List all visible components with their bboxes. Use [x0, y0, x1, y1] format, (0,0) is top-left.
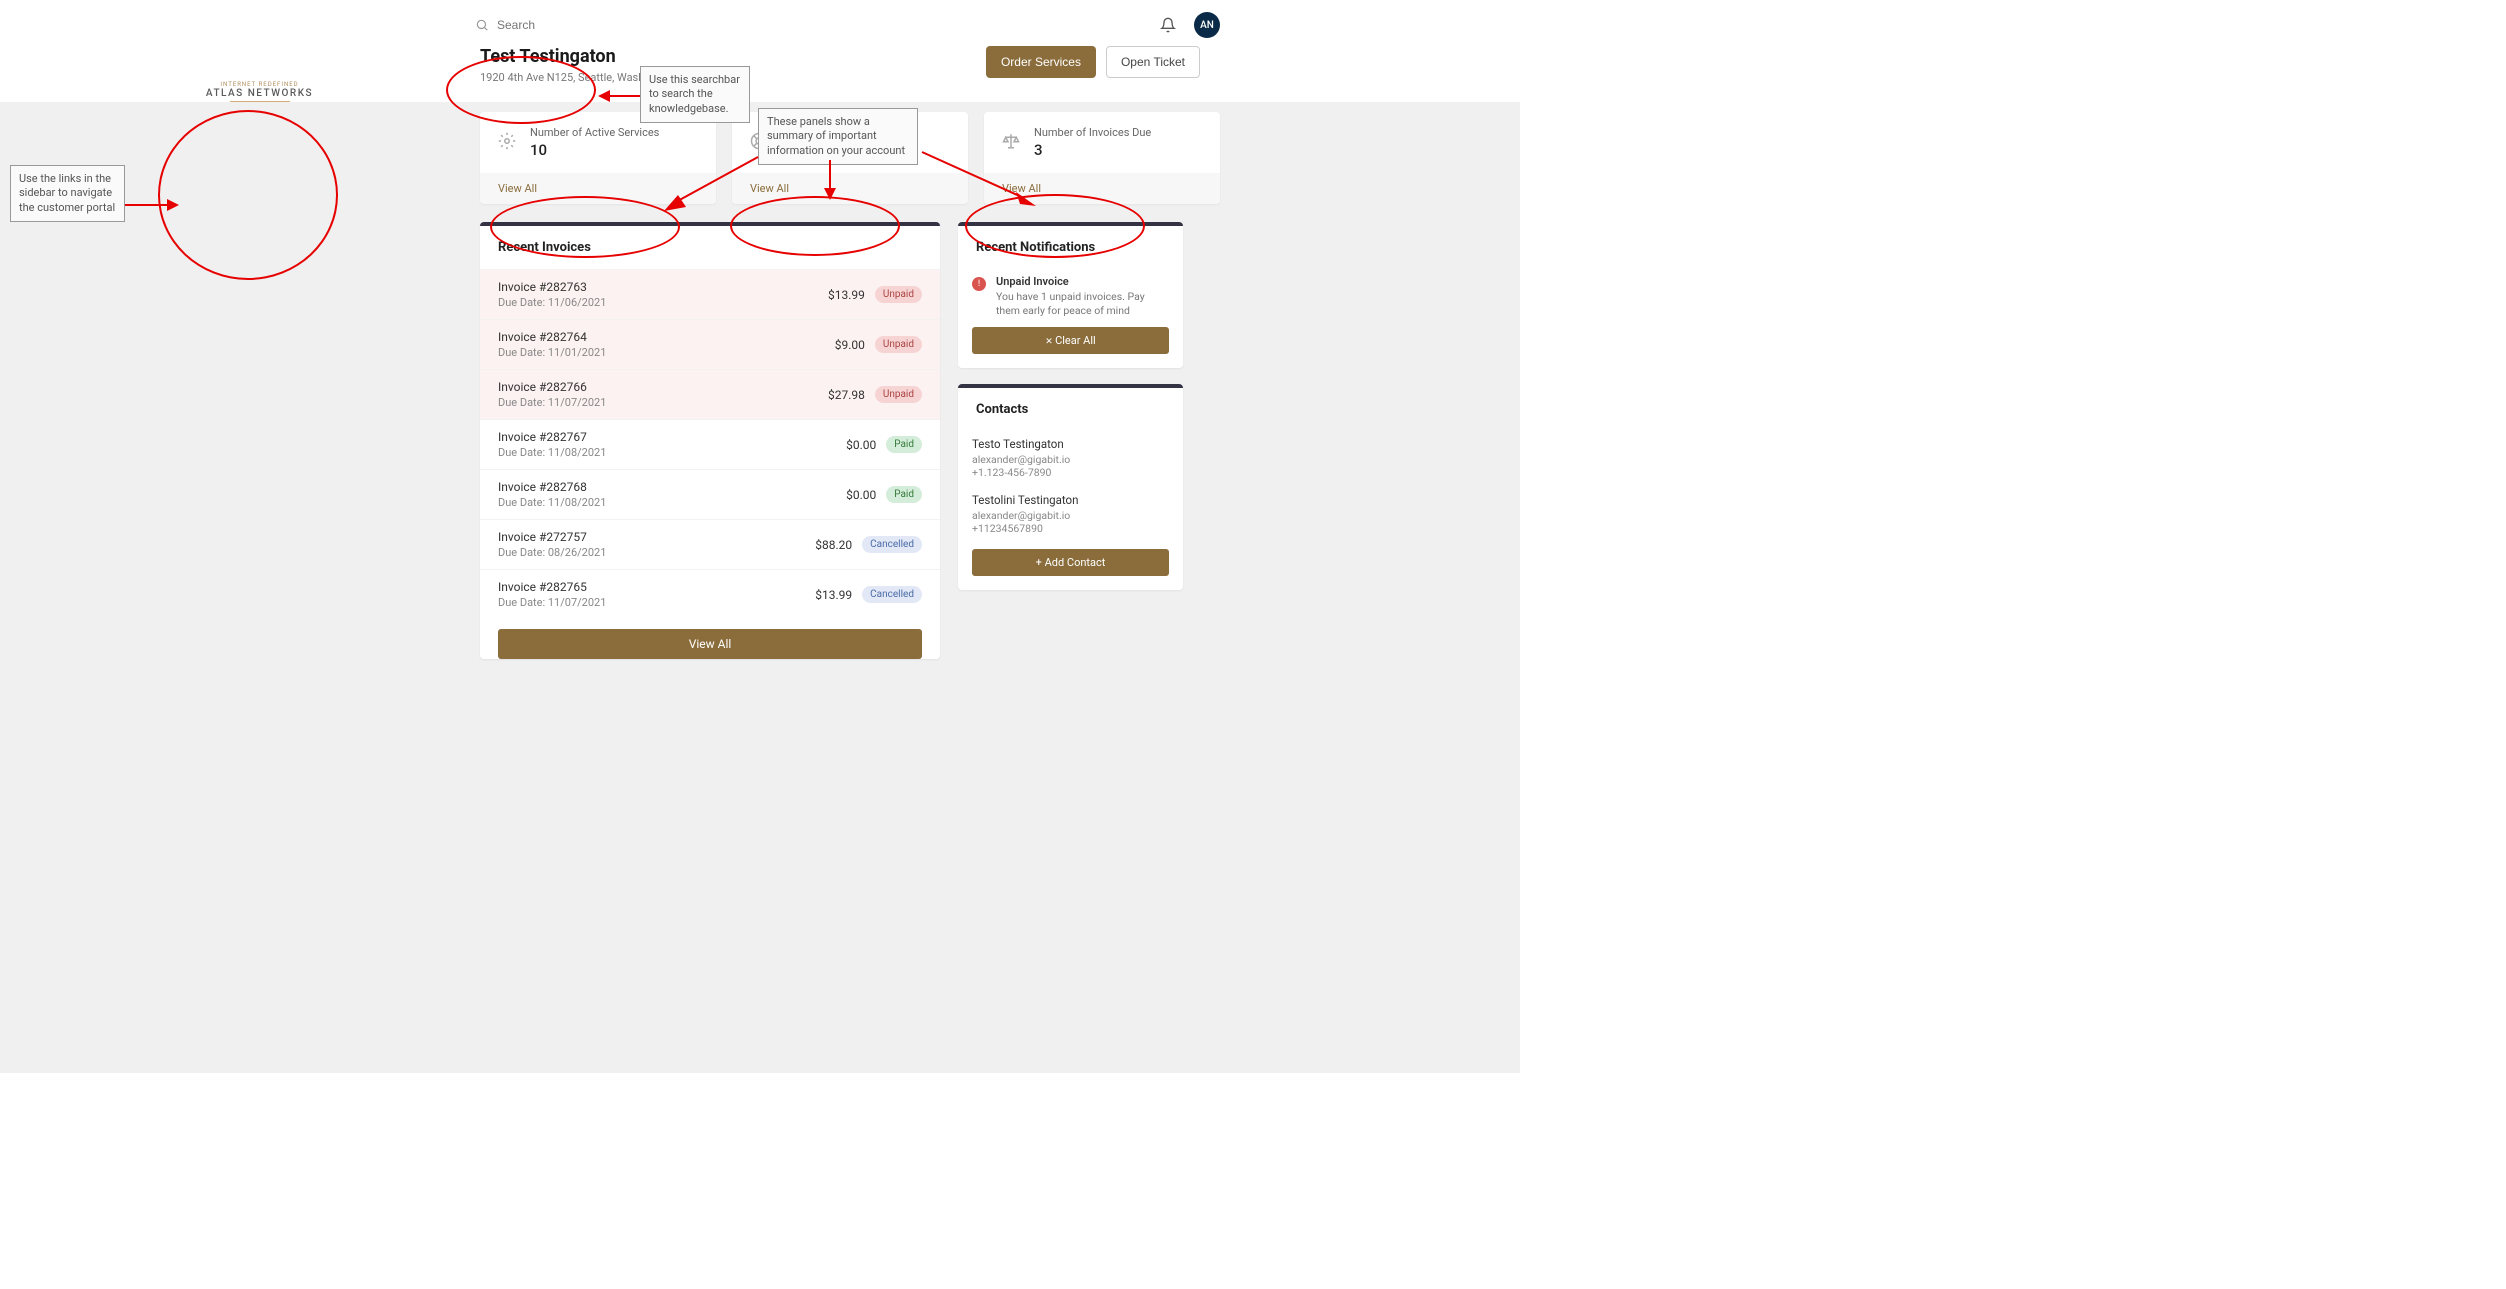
invoice-row[interactable]: Invoice #282768 Due Date: 11/08/2021 $0.… — [480, 469, 940, 519]
alert-icon: ! — [972, 277, 986, 291]
contact-phone: +1.123-456-7890 — [972, 466, 1169, 479]
summary-card-2: Number of Invoices Due 3 View All — [984, 112, 1220, 204]
summary-view-all-link[interactable]: View All — [498, 182, 537, 195]
logo-main: ATLAS NETWORKS — [182, 88, 337, 99]
invoice-amount: $13.99 — [828, 288, 865, 302]
add-contact-button[interactable]: Add Contact — [972, 549, 1169, 576]
invoice-due-date: Due Date: 11/08/2021 — [498, 496, 606, 509]
invoice-title: Invoice #282764 — [498, 330, 606, 344]
summary-value: 10 — [530, 141, 659, 159]
invoice-amount: $0.00 — [846, 438, 876, 452]
summary-value: 3 — [1034, 141, 1151, 159]
status-badge: Paid — [886, 436, 922, 453]
invoice-title: Invoice #282766 — [498, 380, 606, 394]
summary-view-all-link[interactable]: View All — [1002, 182, 1041, 195]
invoice-row[interactable]: Invoice #282767 Due Date: 11/08/2021 $0.… — [480, 419, 940, 469]
invoice-due-date: Due Date: 08/26/2021 — [498, 546, 606, 559]
notification-text: You have 1 unpaid invoices. Pay them ear… — [996, 290, 1169, 317]
invoice-title: Invoice #282765 — [498, 580, 606, 594]
contact-item: Testo Testingaton alexander@gigabit.io +… — [972, 431, 1169, 487]
summary-card-0: Number of Active Services 10 View All — [480, 112, 716, 204]
contact-phone: +11234567890 — [972, 522, 1169, 535]
invoice-row[interactable]: Invoice #282764 Due Date: 11/01/2021 $9.… — [480, 319, 940, 369]
topbar: AN — [340, 0, 1520, 46]
logo-tagline: INTERNET REDEFINED — [182, 81, 337, 88]
contact-name: Testolini Testingaton — [972, 493, 1169, 507]
search-wrap — [475, 18, 597, 32]
gear-icon — [498, 132, 516, 154]
status-badge: Unpaid — [875, 386, 922, 403]
summary-view-all-link[interactable]: View All — [750, 182, 789, 195]
summary-value: 10 — [782, 141, 901, 159]
summary-row: Number of Active Services 10 View All Nu… — [480, 112, 1220, 204]
invoice-due-date: Due Date: 11/07/2021 — [498, 396, 606, 409]
invoice-row[interactable]: Invoice #282765 Due Date: 11/07/2021 $13… — [480, 569, 940, 619]
invoice-title: Invoice #282768 — [498, 480, 606, 494]
avatar[interactable]: AN — [1194, 12, 1220, 38]
invoice-due-date: Due Date: 11/08/2021 — [498, 446, 606, 459]
invoice-amount: $13.99 — [815, 588, 852, 602]
invoice-amount: $88.20 — [815, 538, 852, 552]
notification-item: ! Unpaid Invoice You have 1 unpaid invoi… — [972, 269, 1169, 327]
lifebuoy-icon — [750, 132, 768, 154]
invoice-row[interactable]: Invoice #282763 Due Date: 11/06/2021 $13… — [480, 269, 940, 319]
invoice-title: Invoice #272757 — [498, 530, 606, 544]
recent-invoices-card: Recent Invoices Invoice #282763 Due Date… — [480, 222, 940, 659]
order-services-button[interactable]: Order Services — [986, 46, 1096, 78]
invoice-due-date: Due Date: 11/06/2021 — [498, 296, 606, 309]
status-badge: Unpaid — [875, 286, 922, 303]
status-badge: Cancelled — [862, 586, 922, 603]
status-badge: Cancelled — [862, 536, 922, 553]
invoice-amount: $27.98 — [828, 388, 865, 402]
status-badge: Unpaid — [875, 336, 922, 353]
scale-icon — [1002, 132, 1020, 154]
contact-email: alexander@gigabit.io — [972, 509, 1169, 522]
summary-label: Number of Invoices Due — [1034, 126, 1151, 139]
invoices-view-all-button[interactable]: View All — [498, 629, 922, 659]
search-icon — [475, 18, 489, 32]
invoice-due-date: Due Date: 11/07/2021 — [498, 596, 606, 609]
notifications-bell-icon[interactable] — [1160, 17, 1176, 33]
contact-email: alexander@gigabit.io — [972, 453, 1169, 466]
contact-name: Testo Testingaton — [972, 437, 1169, 451]
contacts-title: Contacts — [958, 388, 1183, 431]
invoice-row[interactable]: Invoice #282766 Due Date: 11/07/2021 $27… — [480, 369, 940, 419]
status-badge: Paid — [886, 486, 922, 503]
notification-title: Unpaid Invoice — [996, 275, 1169, 288]
summary-card-1: Number of Open Tickets 10 View All — [732, 112, 968, 204]
clear-notifications-button[interactable]: Clear All — [972, 327, 1169, 354]
open-ticket-button[interactable]: Open Ticket — [1106, 46, 1200, 78]
invoice-amount: $0.00 — [846, 488, 876, 502]
contacts-card: Contacts Testo Testingaton alexander@gig… — [958, 384, 1183, 590]
contact-item: Testolini Testingaton alexander@gigabit.… — [972, 487, 1169, 543]
invoice-title: Invoice #282763 — [498, 280, 606, 294]
summary-label: Number of Active Services — [530, 126, 659, 139]
invoice-row[interactable]: Invoice #272757 Due Date: 08/26/2021 $88… — [480, 519, 940, 569]
invoice-amount: $9.00 — [835, 338, 865, 352]
summary-label: Number of Open Tickets — [782, 126, 901, 139]
invoice-title: Invoice #282767 — [498, 430, 606, 444]
search-input[interactable] — [497, 18, 597, 32]
invoice-due-date: Due Date: 11/01/2021 — [498, 346, 606, 359]
